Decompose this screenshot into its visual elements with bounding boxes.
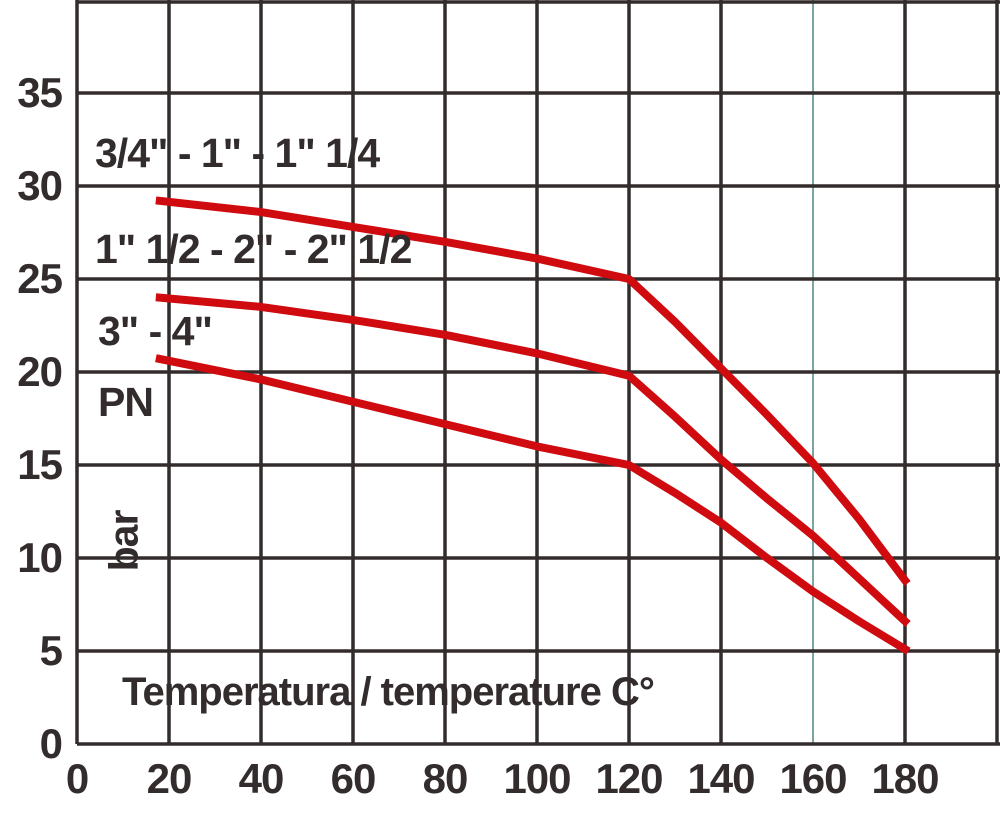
x-tick-label: 120: [595, 755, 663, 802]
x-tick-label: 20: [146, 755, 193, 802]
x-tick-label: 80: [422, 755, 469, 802]
y-tick-label: 25: [17, 255, 63, 302]
rating-curve-1: [155, 196, 911, 586]
y-tick-label: 0: [39, 720, 63, 767]
series-label-small-sizes: 3/4" - 1" - 1" 1/4: [95, 130, 380, 176]
series-label-large-sizes: 3" - 4": [98, 308, 213, 354]
series-label-medium-sizes: 1" 1/2 - 2" - 2" 1/2: [95, 226, 412, 272]
x-tick-label: 100: [503, 755, 571, 802]
y-tick-label: 20: [17, 348, 63, 395]
x-tick-label: 140: [687, 755, 755, 802]
rating-curve-3: [155, 354, 911, 655]
x-tick-label: 60: [330, 755, 377, 802]
y-tick-label: 30: [17, 162, 63, 209]
y-tick-label: 10: [17, 534, 63, 581]
y-axis-unit-label-bar: bar: [100, 510, 147, 572]
x-tick-label: 180: [871, 755, 939, 802]
x-tick-label: 0: [65, 755, 89, 802]
y-tick-label: 15: [17, 441, 63, 488]
rating-curve-2: [155, 293, 911, 627]
y-tick-label: 35: [17, 69, 63, 116]
y-tick-label: 5: [39, 627, 63, 674]
x-tick-label: 160: [779, 755, 847, 802]
x-tick-label: 40: [238, 755, 285, 802]
y-axis-label-pn: PN: [98, 379, 154, 425]
x-axis-label-temperature: Temperatura / temperature C°: [122, 670, 655, 714]
